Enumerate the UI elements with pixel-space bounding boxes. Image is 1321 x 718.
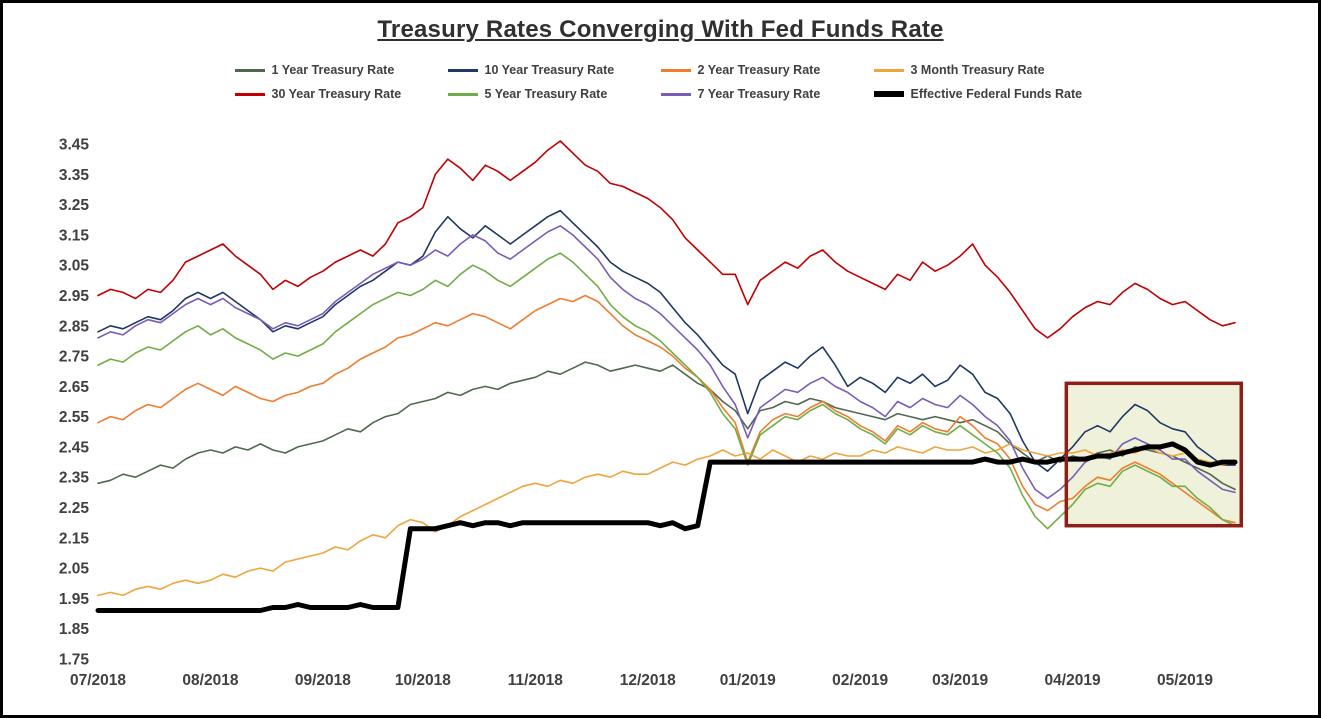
legend-item-effective-federal-funds-rate: Effective Federal Funds Rate [873,87,1087,101]
series-line-10-year-treasury-rate [97,209,1236,473]
y-axis-label: 2.05 [59,561,90,578]
series-line-5-year-treasury-rate [97,252,1236,530]
y-axis-label: 2.75 [59,349,90,366]
legend-item-30-year-treasury-rate: 30 Year Treasury Rate [234,87,448,101]
y-axis-label: 3.15 [59,227,90,244]
x-axis-label: 07/2018 [70,672,126,689]
y-axis-label: 1.95 [59,591,90,608]
x-axis-label: 09/2018 [295,672,351,689]
x-axis-label: 08/2018 [182,672,238,689]
legend-swatch-effective-federal-funds-rate [873,91,904,97]
highlight-box-fill [1066,383,1242,526]
legend-swatch-7-year-treasury-rate [660,92,691,96]
y-axis-label: 2.95 [59,288,90,305]
legend-label: 1 Year Treasury Rate [271,63,395,77]
y-axis-label: 3.45 [59,137,90,154]
legend-swatch-5-year-treasury-rate [447,92,478,96]
series-line-1-year-treasury-rate [97,361,1236,491]
legend-item-1-year-treasury-rate: 1 Year Treasury Rate [234,63,448,77]
legend-label: Effective Federal Funds Rate [910,87,1083,101]
legend-item-3-month-treasury-rate: 3 Month Treasury Rate [873,63,1087,77]
series-line-30-year-treasury-rate [97,140,1236,339]
x-axis-label: 01/2019 [720,672,776,689]
x-axis-label: 02/2019 [832,672,888,689]
x-axis-label: 11/2018 [508,672,564,689]
y-axis-label: 3.05 [59,258,90,275]
legend-label: 30 Year Treasury Rate [271,87,402,101]
series-line-effective-federal-funds-rate [95,441,1238,613]
legend-item-5-year-treasury-rate: 5 Year Treasury Rate [447,87,661,101]
x-axis-label: 03/2019 [932,672,988,689]
x-axis-label: 12/2018 [620,672,676,689]
y-axis-label: 2.85 [59,318,90,335]
legend-label: 10 Year Treasury Rate [484,63,615,77]
highlight-box-border [1064,381,1243,528]
legend-label: 2 Year Treasury Rate [697,63,821,77]
chart-title: Treasury Rates Converging With Fed Funds… [377,16,944,43]
y-axis-label: 2.25 [59,500,90,517]
legend-label: 3 Month Treasury Rate [910,63,1045,77]
series-line-2-year-treasury-rate [97,294,1236,524]
legend-item-7-year-treasury-rate: 7 Year Treasury Rate [660,87,874,101]
x-axis-label: 10/2018 [395,672,451,689]
y-axis-label: 2.15 [59,530,90,547]
legend-row: 1 Year Treasury Rate 10 Year Treasury Rat… [234,63,1087,77]
y-axis-label: 1.85 [59,621,90,638]
legend-swatch-3-month-treasury-rate [873,68,904,72]
y-axis-label: 2.55 [59,409,90,426]
legend-swatch-10-year-treasury-rate [447,68,478,72]
x-axis-label: 05/2019 [1157,672,1213,689]
legend-item-10-year-treasury-rate: 10 Year Treasury Rate [447,63,661,77]
y-axis-label: 2.65 [59,379,90,396]
chart-legend: 1 Year Treasury Rate 10 Year Treasury Rat… [3,63,1318,101]
legend-label: 7 Year Treasury Rate [697,87,821,101]
x-axis-label: 04/2019 [1045,672,1101,689]
y-axis-label: 2.35 [59,470,90,487]
y-axis-label: 3.35 [59,167,90,184]
series-line-7-year-treasury-rate [97,225,1236,500]
legend-swatch-1-year-treasury-rate [234,68,265,72]
legend-label: 5 Year Treasury Rate [484,87,608,101]
legend-row: 30 Year Treasury Rate 5 Year Treasury Rat… [234,87,1087,101]
y-axis-label: 2.45 [59,439,90,456]
legend-swatch-2-year-treasury-rate [660,68,691,72]
y-axis-label: 1.75 [59,652,90,669]
chart-plot-area: 3.45 3.35 3.25 3.15 3.05 2.95 2.85 2.75 2.65 2.55… [59,137,1243,689]
legend-swatch-30-year-treasury-rate [234,92,265,96]
legend-item-2-year-treasury-rate: 2 Year Treasury Rate [660,63,874,77]
y-axis-label: 3.25 [59,197,90,214]
series-line-3-month-treasury-rate [97,443,1236,597]
